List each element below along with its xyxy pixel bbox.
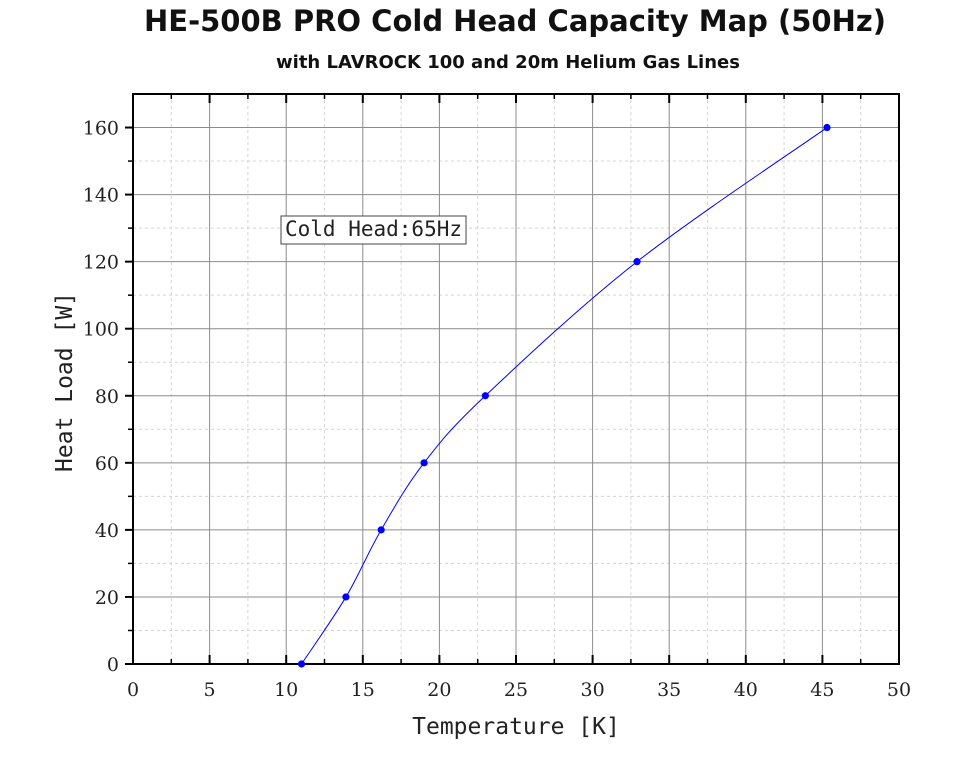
x-tick-label: 15 <box>351 679 375 701</box>
x-tick-label: 20 <box>427 679 451 701</box>
y-tick-label: 160 <box>83 118 119 140</box>
y-tick-label: 0 <box>107 654 119 676</box>
x-tick-label: 5 <box>204 679 216 701</box>
y-tick-label: 20 <box>95 587 119 609</box>
tick-layer: 0 5 10 15 20 25 30 35 40 45 50 0 20 40 60 80 100 120 140 16… <box>83 94 911 701</box>
series-layer <box>297 123 831 668</box>
data-point <box>633 258 641 266</box>
x-tick-label: 25 <box>504 679 528 701</box>
series-line <box>301 127 828 665</box>
y-tick-label: 40 <box>95 520 119 542</box>
grid-layer <box>133 94 899 664</box>
x-tick-label: 50 <box>887 679 911 701</box>
x-tick-label: 45 <box>810 679 834 701</box>
y-tick-label: 60 <box>95 453 119 475</box>
data-point <box>377 526 385 534</box>
y-tick-label: 100 <box>83 319 119 341</box>
data-point <box>823 123 831 132</box>
y-axis-title: Heat Load [W] <box>52 292 78 472</box>
chart-subtitle: with LAVROCK 100 and 20m Helium Gas Line… <box>276 52 740 73</box>
x-axis-title: Temperature [K] <box>412 714 620 740</box>
data-point <box>420 459 428 467</box>
y-tick-label: 140 <box>83 185 119 207</box>
x-tick-label: 35 <box>657 679 681 701</box>
annotation-text: Cold Head:65Hz <box>285 217 462 241</box>
x-tick-label: 0 <box>127 679 139 701</box>
x-tick-label: 40 <box>734 679 758 701</box>
x-tick-label: 10 <box>274 679 298 701</box>
annotation: Cold Head:65Hz <box>280 215 467 245</box>
y-tick-label: 80 <box>95 386 119 408</box>
data-point <box>297 660 306 668</box>
x-tick-label: 30 <box>581 679 605 701</box>
chart-title: HE-500B PRO Cold Head Capacity Map (50Hz… <box>143 4 887 38</box>
annotation-box <box>280 215 467 245</box>
y-tick-label: 120 <box>83 252 119 274</box>
data-point <box>342 593 350 601</box>
data-point <box>481 392 489 400</box>
